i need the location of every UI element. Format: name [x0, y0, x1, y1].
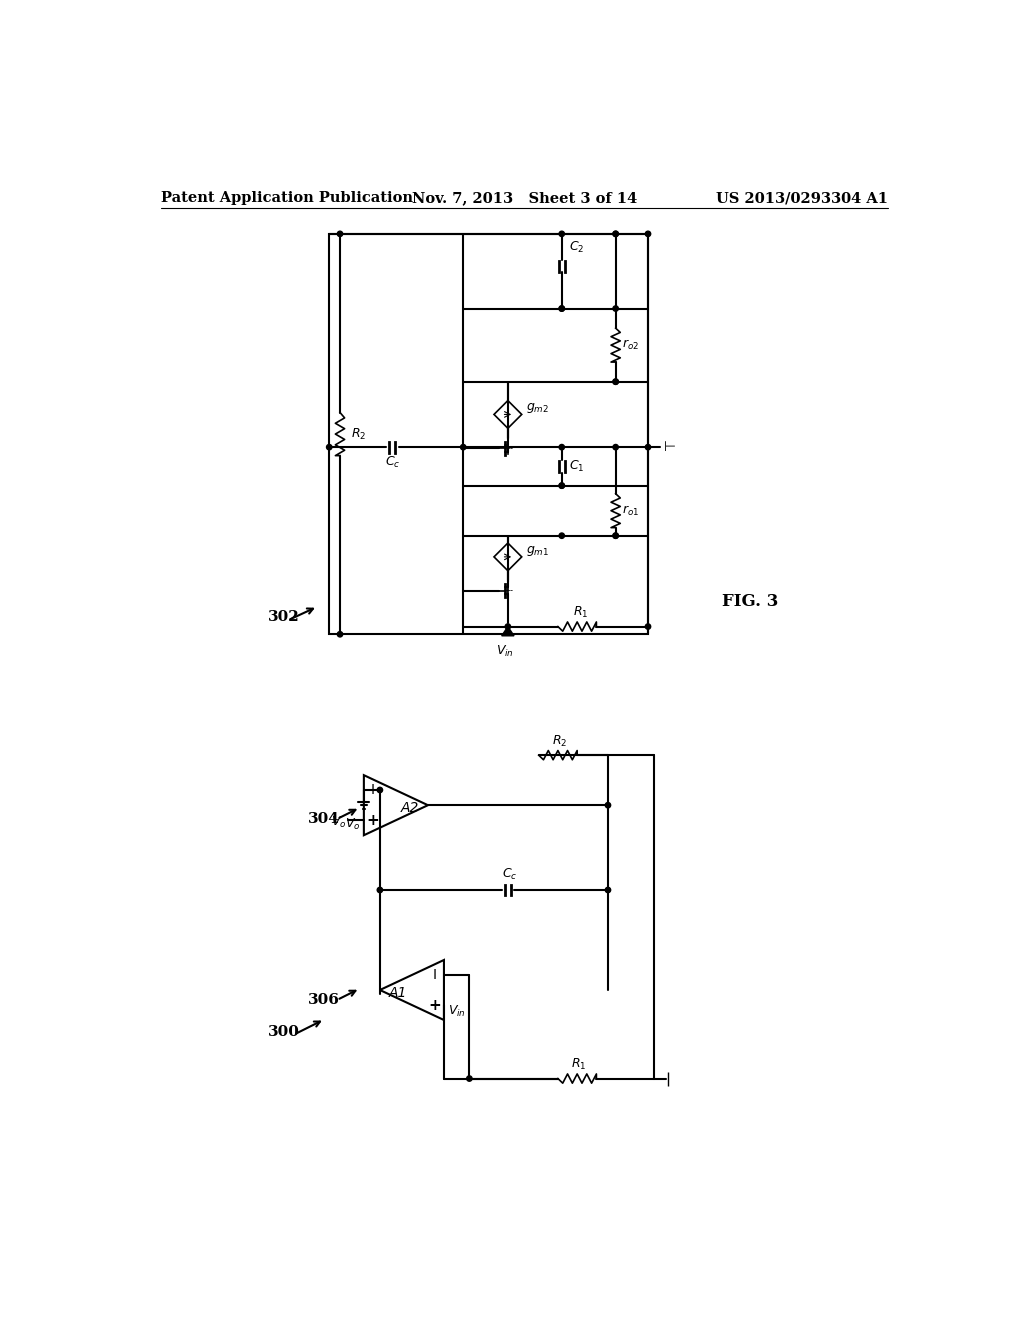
Text: $R_2$: $R_2$ [552, 734, 567, 748]
Circle shape [505, 624, 511, 630]
Circle shape [613, 533, 618, 539]
Text: FIG. 3: FIG. 3 [722, 593, 778, 610]
Circle shape [559, 483, 564, 488]
Text: Patent Application Publication: Patent Application Publication [162, 191, 414, 206]
Text: $V_{in}$: $V_{in}$ [447, 1003, 466, 1019]
Circle shape [645, 624, 650, 630]
Circle shape [645, 445, 650, 450]
Circle shape [337, 631, 343, 638]
Text: $g_{m2}$: $g_{m2}$ [526, 401, 550, 416]
Circle shape [605, 803, 610, 808]
Text: $r_{o2}$: $r_{o2}$ [622, 338, 639, 352]
Circle shape [559, 533, 564, 539]
Text: $R_1$: $R_1$ [573, 605, 589, 620]
Polygon shape [502, 627, 514, 636]
Circle shape [613, 533, 618, 539]
Text: -: - [509, 586, 512, 595]
Circle shape [613, 231, 618, 236]
Text: I: I [433, 968, 436, 982]
Circle shape [613, 445, 618, 450]
Text: $V_o$: $V_o$ [332, 814, 347, 829]
Text: +: + [428, 998, 441, 1012]
Bar [330, 234, 648, 635]
Text: US 2013/0293304 A1: US 2013/0293304 A1 [716, 191, 888, 206]
Circle shape [559, 445, 564, 450]
Circle shape [613, 306, 618, 312]
Text: +: + [367, 813, 380, 828]
Text: +: + [503, 586, 510, 595]
Circle shape [613, 379, 618, 384]
Circle shape [559, 306, 564, 312]
Circle shape [377, 887, 383, 892]
Text: -: - [509, 444, 512, 453]
Text: $C_c$: $C_c$ [502, 867, 517, 882]
Circle shape [461, 445, 466, 450]
Text: 302: 302 [267, 610, 299, 623]
Text: 304: 304 [307, 812, 340, 826]
Text: $V_{in}$: $V_{in}$ [496, 644, 514, 659]
Text: $V_o$: $V_o$ [344, 817, 360, 832]
Text: I: I [371, 783, 375, 797]
Text: $C_1$: $C_1$ [569, 459, 585, 474]
Text: $C_2$: $C_2$ [569, 240, 585, 255]
Circle shape [605, 887, 610, 892]
Circle shape [645, 231, 650, 236]
Circle shape [559, 306, 564, 312]
Circle shape [559, 483, 564, 488]
Text: A2: A2 [400, 801, 419, 816]
Circle shape [337, 231, 343, 236]
Text: +: + [503, 444, 510, 453]
Text: A1: A1 [388, 986, 407, 1001]
Text: $R_2$: $R_2$ [351, 426, 366, 442]
Text: $\vdash$: $\vdash$ [662, 440, 677, 454]
Circle shape [467, 1076, 472, 1081]
Text: $r_{o1}$: $r_{o1}$ [622, 504, 639, 517]
Circle shape [559, 231, 564, 236]
Text: $R_1$: $R_1$ [571, 1057, 587, 1072]
Text: 306: 306 [307, 993, 340, 1007]
Circle shape [377, 787, 383, 793]
Circle shape [613, 231, 618, 236]
Text: $g_{m1}$: $g_{m1}$ [526, 544, 550, 558]
Text: $C_c$: $C_c$ [385, 455, 400, 470]
Circle shape [327, 445, 332, 450]
Circle shape [613, 379, 618, 384]
Text: 300: 300 [267, 1026, 299, 1039]
Text: Nov. 7, 2013   Sheet 3 of 14: Nov. 7, 2013 Sheet 3 of 14 [413, 191, 637, 206]
